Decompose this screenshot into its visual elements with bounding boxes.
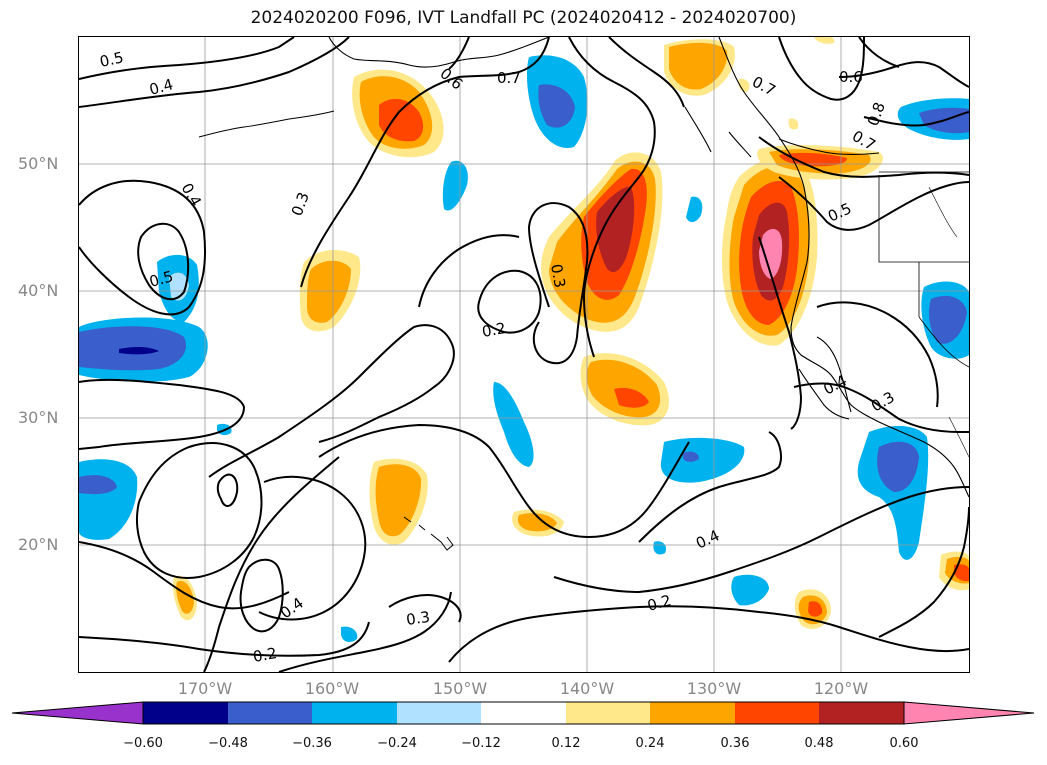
contour-label: 0.4: [693, 526, 722, 552]
lat-label-40n: 40°N: [18, 281, 59, 300]
neg-field-small-3: [731, 574, 769, 606]
colorbar-tick: −0.60: [123, 736, 163, 751]
contour-label: 0.7: [497, 69, 521, 87]
neg-field-east-trop: [660, 437, 745, 483]
contour-label: 0.2: [252, 644, 279, 666]
contour-label: 0.6: [839, 68, 863, 86]
colorbar-tick: −0.12: [461, 736, 501, 751]
contour-label: 0.7: [749, 73, 779, 100]
contour-label: 0.4: [178, 180, 206, 210]
colorbar-tick: 0.24: [635, 736, 665, 751]
pos-field-max: [759, 228, 783, 279]
colorbar-tick: 0.48: [804, 736, 834, 751]
graticule: [79, 37, 969, 672]
neg-field-mid: [493, 382, 534, 467]
colorbar-bin: [481, 702, 566, 724]
contour-label: 0.3: [405, 608, 431, 629]
lat-label-50n: 50°N: [18, 154, 59, 173]
colorbar-tick: −0.24: [377, 736, 417, 751]
lat-label-30n: 30°N: [18, 408, 59, 427]
colorbar-tick: −0.36: [292, 736, 332, 751]
colorbar: [11, 701, 1035, 725]
colorbar-over-triangle: [903, 701, 1035, 725]
colorbar-bin: [228, 702, 312, 724]
negative-anomaly-fields: [79, 55, 969, 643]
map-title: 2024020200 F096, IVT Landfall PC (202402…: [250, 8, 797, 28]
coastlines: [198, 37, 969, 551]
contour-label: 0.4: [147, 75, 175, 99]
contour-label: 0.4: [820, 371, 850, 398]
contour-label: 0.2: [481, 319, 508, 341]
lon-label-160w: 160°W: [304, 679, 360, 698]
lon-label-120w: 120°W: [813, 679, 869, 698]
colorbar-tick: −0.48: [208, 736, 248, 751]
lon-label-140w: 140°W: [559, 679, 615, 698]
positive-anomaly-fields: [172, 37, 969, 629]
lon-label-170w: 170°W: [177, 679, 233, 698]
contour-label: 0.5: [98, 48, 125, 71]
contour-lines: [79, 37, 969, 672]
colorbar-bin: [650, 702, 735, 724]
colorbar-bin: [143, 702, 228, 724]
neg-field-small-2: [686, 196, 703, 223]
contour-label: 0.5: [147, 267, 175, 291]
colorbar-bin: [819, 702, 904, 724]
contour-label: 0.2: [645, 591, 673, 615]
colorbar-tick: 0.60: [889, 736, 919, 751]
contour-label: 0.5: [825, 199, 854, 225]
contour-label: 0.3: [868, 388, 898, 416]
contour-label: 0.6: [436, 64, 466, 93]
colorbar-bin: [312, 702, 397, 724]
colorbar-tick: 0.36: [720, 736, 750, 751]
map-panel: 0.5 0.4 0.6 0.7 0.7 0.6 0.8 0.7 0.3 0.4 …: [79, 37, 969, 672]
lon-label-150w: 150°W: [432, 679, 488, 698]
colorbar-bin: [735, 702, 819, 724]
colorbar-bin: [566, 702, 650, 724]
map-svg: 0.5 0.4 0.6 0.7 0.7 0.6 0.8 0.7 0.3 0.4 …: [79, 37, 969, 672]
colorbar-bin: [397, 702, 481, 724]
contour-label: 0.8: [864, 100, 889, 129]
contour-label: 0.3: [547, 263, 569, 290]
neg-field-w-tropics: [79, 459, 138, 540]
colorbar-tick: 0.12: [551, 736, 581, 751]
neg-field-small-1: [442, 160, 468, 211]
lat-label-20n: 20°N: [18, 535, 59, 554]
lon-label-130w: 130°W: [686, 679, 742, 698]
contour-label: 0.3: [288, 190, 313, 219]
colorbar-under-triangle: [11, 701, 144, 725]
contour-label-layer: 0.5 0.4 0.6 0.7 0.7 0.6 0.8 0.7 0.3 0.4 …: [98, 48, 898, 666]
